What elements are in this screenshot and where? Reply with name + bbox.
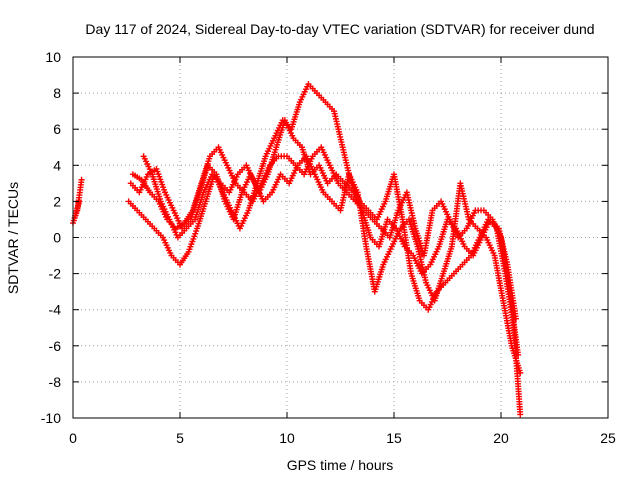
data-point (515, 351, 522, 358)
x-tick-label: 20 (493, 430, 509, 446)
grid (73, 57, 608, 418)
y-tick-label: 10 (45, 49, 61, 65)
y-tick-label: 2 (53, 193, 61, 209)
data-point (512, 315, 519, 322)
y-tick-label: -4 (49, 302, 62, 318)
y-tick-label: 4 (53, 157, 61, 173)
series-trace-d (140, 153, 524, 376)
series-trace-a (70, 81, 524, 418)
x-tick-label: 5 (176, 430, 184, 446)
data-point (517, 411, 524, 418)
y-tick-label: 0 (53, 230, 61, 246)
axis-ticks: 0 5 10 15 20 25 -10 -8 -6 -4 -2 0 2 4 6 8 10 (41, 49, 616, 446)
x-tick-label: 15 (386, 430, 402, 446)
y-tick-label: -2 (49, 266, 62, 282)
data-point (517, 369, 524, 376)
y-tick-label: -6 (49, 338, 62, 354)
x-tick-label: 25 (600, 430, 616, 446)
y-tick-label: -8 (49, 374, 62, 390)
x-tick-label: 0 (69, 430, 77, 446)
chart-title: Day 117 of 2024, Sidereal Day-to-day VTE… (85, 21, 594, 37)
series-trace-b (72, 144, 522, 358)
x-axis-label: GPS time / hours (287, 457, 394, 473)
y-tick-label: 6 (53, 121, 61, 137)
x-tick-label: 10 (279, 430, 295, 446)
y-axis-label: SDTVAR / TECUs (5, 182, 21, 294)
y-tick-label: 8 (53, 85, 61, 101)
data-point (78, 176, 85, 183)
data-marks (70, 81, 524, 418)
y-tick-label: -10 (41, 410, 61, 426)
